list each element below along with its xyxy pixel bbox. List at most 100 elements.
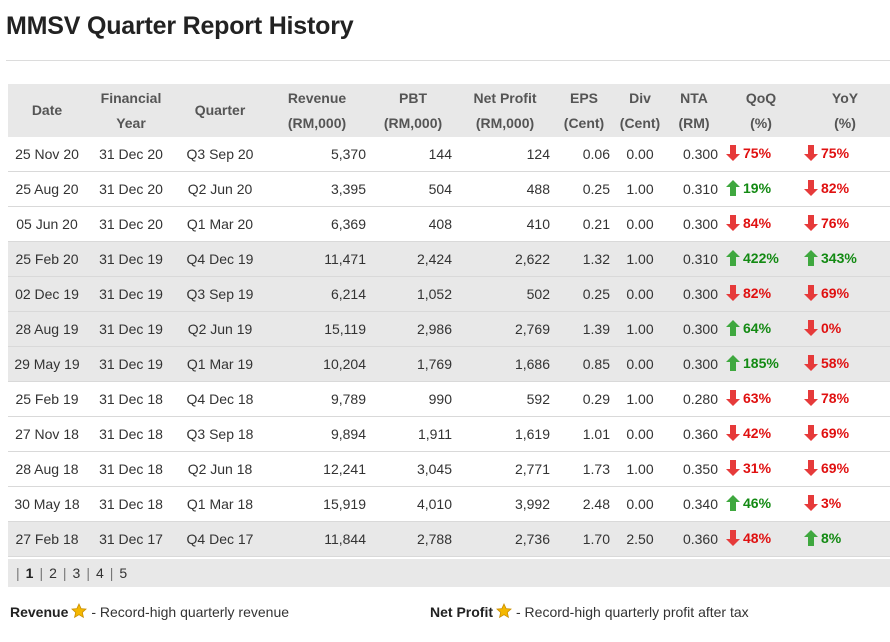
legend-net-profit-label: Net Profit (430, 604, 493, 620)
arrow-down-icon (804, 424, 818, 444)
table-header-row: Date Financial Year Quarter Revenue (RM,000) P… (8, 84, 890, 137)
nta-cell: 0.300 (666, 311, 722, 347)
table-row: 30 May 18 31 Dec 18 Q1 Mar 18 15,919 4,010 3,… (8, 486, 890, 522)
net-profit-cell: 124 (456, 137, 554, 172)
pagination-page-2[interactable]: 2 (49, 565, 57, 581)
nta-cell: 0.350 (666, 451, 722, 487)
net-profit-cell: 592 (456, 381, 554, 417)
qoq-cell: 64% (722, 311, 800, 347)
arrow-down-icon (726, 389, 740, 409)
eps-cell: 1.01 (554, 416, 614, 452)
pagination-page-1[interactable]: 1 (25, 565, 34, 581)
nta-cell: 0.360 (666, 521, 722, 557)
eps-cell: 1.70 (554, 521, 614, 557)
arrow-down-icon (804, 494, 818, 514)
financial-year-cell: 31 Dec 18 (86, 451, 176, 487)
column-header-label: Quarter (194, 102, 246, 118)
nta-cell: 0.340 (666, 486, 722, 522)
title-divider (6, 60, 890, 61)
yoy-cell: 76% (800, 206, 890, 242)
column-header: EPS (Cent) (554, 84, 614, 137)
pagination-page-5[interactable]: 5 (119, 565, 128, 581)
qoq-cell-value: 31% (743, 459, 772, 476)
pbt-cell: 1,052 (370, 276, 456, 312)
eps-cell: 0.85 (554, 346, 614, 382)
div-cell: 2.50 (614, 521, 666, 557)
quarter-cell: Q2 Jun 20 (176, 171, 264, 207)
quarter-cell: Q4 Dec 19 (176, 241, 264, 277)
qoq-cell: 19% (722, 171, 800, 207)
div-cell: 1.00 (614, 381, 666, 417)
arrow-down-icon (804, 389, 818, 409)
pagination-page-4[interactable]: 4 (95, 565, 104, 581)
table-row: 29 May 19 31 Dec 19 Q1 Mar 19 10,204 1,769 1,… (8, 346, 890, 382)
pbt-cell: 408 (370, 206, 456, 242)
table-row: 25 Feb 19 31 Dec 18 Q4 Dec 18 9,789 990 592 0.… (8, 381, 890, 417)
eps-cell: 0.21 (554, 206, 614, 242)
arrow-down-icon (804, 354, 818, 374)
quarter-cell: Q1 Mar 19 (176, 346, 264, 382)
arrow-up-icon (726, 319, 740, 339)
nta-cell: 0.310 (666, 171, 722, 207)
revenue-cell: 15,119 (264, 311, 370, 347)
yoy-cell: 58% (800, 346, 890, 382)
net-profit-cell: 1,619 (456, 416, 554, 452)
column-header-unit: (RM) (678, 114, 710, 131)
column-header-label: PBT (399, 89, 427, 106)
financial-year-cell: 31 Dec 18 (86, 416, 176, 452)
pagination-separator: | (16, 565, 20, 581)
pbt-cell: 1,911 (370, 416, 456, 452)
arrow-down-icon (726, 214, 740, 234)
eps-cell: 0.25 (554, 171, 614, 207)
qoq-cell: 63% (722, 381, 800, 417)
column-header-unit: (RM,000) (287, 114, 347, 131)
legend-revenue-desc: - Record-high quarterly revenue (91, 604, 290, 620)
qoq-cell-value: 64% (743, 319, 772, 336)
column-header-label: Div (629, 89, 651, 106)
star-icon (496, 603, 512, 622)
yoy-cell-value: 69% (821, 424, 850, 441)
column-header: PBT (RM,000) (370, 84, 456, 137)
arrow-down-icon (726, 459, 740, 479)
qoq-cell: 84% (722, 206, 800, 242)
yoy-cell-value: 58% (821, 354, 850, 371)
column-header: YoY (%) (800, 84, 890, 137)
column-header-label: Revenue (287, 89, 347, 106)
column-header-label: YoY (831, 89, 859, 106)
date-cell: 25 Nov 20 (8, 137, 86, 172)
div-cell: 1.00 (614, 311, 666, 347)
arrow-down-icon (804, 214, 818, 234)
revenue-cell: 9,789 (264, 381, 370, 417)
arrow-down-icon (804, 144, 818, 164)
table-row: 27 Nov 18 31 Dec 18 Q3 Sep 18 9,894 1,911 1,6… (8, 416, 890, 452)
yoy-cell: 69% (800, 416, 890, 452)
revenue-cell: 6,369 (264, 206, 370, 242)
arrow-up-icon (726, 354, 740, 374)
qoq-cell-value: 422% (743, 249, 779, 266)
eps-cell: 1.39 (554, 311, 614, 347)
pbt-cell: 504 (370, 171, 456, 207)
div-cell: 1.00 (614, 171, 666, 207)
yoy-cell: 69% (800, 276, 890, 312)
yoy-cell-value: 69% (821, 284, 850, 301)
qoq-cell-value: 185% (743, 354, 779, 371)
yoy-cell: 75% (800, 137, 890, 172)
net-profit-cell: 2,622 (456, 241, 554, 277)
yoy-cell: 0% (800, 311, 890, 347)
quarter-cell: Q3 Sep 18 (176, 416, 264, 452)
arrow-down-icon (726, 529, 740, 549)
eps-cell: 0.25 (554, 276, 614, 312)
net-profit-cell: 3,992 (456, 486, 554, 522)
arrow-down-icon (726, 424, 740, 444)
pagination-page-3[interactable]: 3 (72, 565, 81, 581)
column-header-label: NTA (680, 89, 708, 106)
pbt-cell: 1,769 (370, 346, 456, 382)
date-cell: 28 Aug 19 (8, 311, 86, 347)
div-cell: 0.00 (614, 416, 666, 452)
nta-cell: 0.300 (666, 346, 722, 382)
qoq-cell-value: 82% (743, 284, 772, 301)
qoq-cell: 31% (722, 451, 800, 487)
arrow-up-icon (726, 494, 740, 514)
pbt-cell: 2,788 (370, 521, 456, 557)
column-header-unit: (%) (834, 114, 856, 131)
